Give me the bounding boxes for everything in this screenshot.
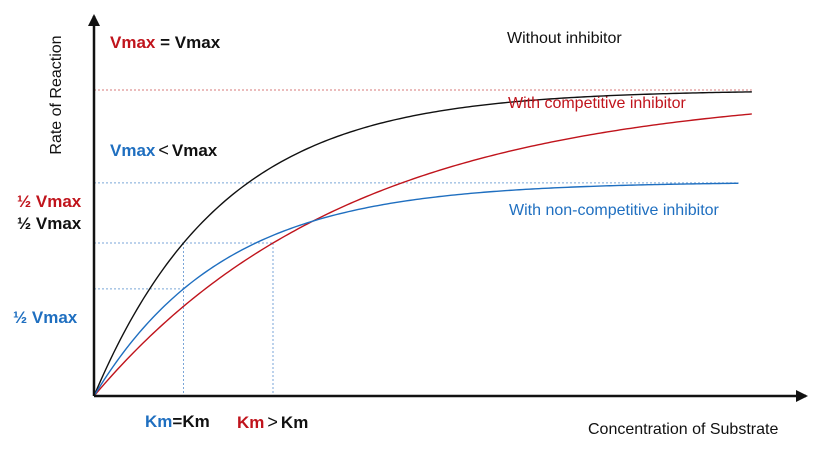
curve-without-inhibitor <box>93 91 752 397</box>
x-axis-label: Concentration of Substrate <box>588 421 779 438</box>
curve-noncompetitive-inhibitor <box>93 182 739 397</box>
km-noncompetitive-text: Km <box>145 412 173 431</box>
km-equals-sign: = <box>172 412 183 431</box>
half-vmax-uninhibited: ½ Vmax <box>17 214 82 233</box>
km-uninhibited-text-2: Km <box>280 413 309 432</box>
vmax-competitive-text: Vmax <box>110 33 156 52</box>
greater-than-sign: > <box>267 412 278 432</box>
km-uninhibited-text: Km <box>182 412 210 431</box>
annotation-vmax-less: Vmax < Vmax <box>110 141 217 159</box>
vmax-noncompetitive-text: Vmax <box>110 141 156 160</box>
vmax-uninhibited-text: Vmax <box>174 33 221 52</box>
km-competitive-text: Km <box>237 413 265 432</box>
annotation-km-equal: Km=Km <box>145 413 210 430</box>
y-axis-label: Rate of Reaction <box>48 35 65 155</box>
annotation-km-greater: Km > Km <box>237 413 308 431</box>
less-than-sign: < <box>158 140 169 160</box>
legend-noncompetitive-inhibitor: With non-competitive inhibitor <box>509 202 719 219</box>
vmax-uninhibited-text-2: Vmax <box>171 141 218 160</box>
equals-sign: = <box>160 33 171 52</box>
curve-competitive-inhibitor <box>93 113 752 397</box>
guide-lines <box>94 89 752 396</box>
curves <box>93 91 752 397</box>
half-vmax-competitive: ½ Vmax <box>17 192 82 211</box>
half-vmax-noncompetitive: ½ Vmax <box>13 308 78 327</box>
legend-competitive-inhibitor: With competitive inhibitor <box>508 95 686 112</box>
legend-without-inhibitor: Without inhibitor <box>507 30 622 47</box>
annotation-vmax-equal: Vmax = Vmax <box>110 34 220 51</box>
